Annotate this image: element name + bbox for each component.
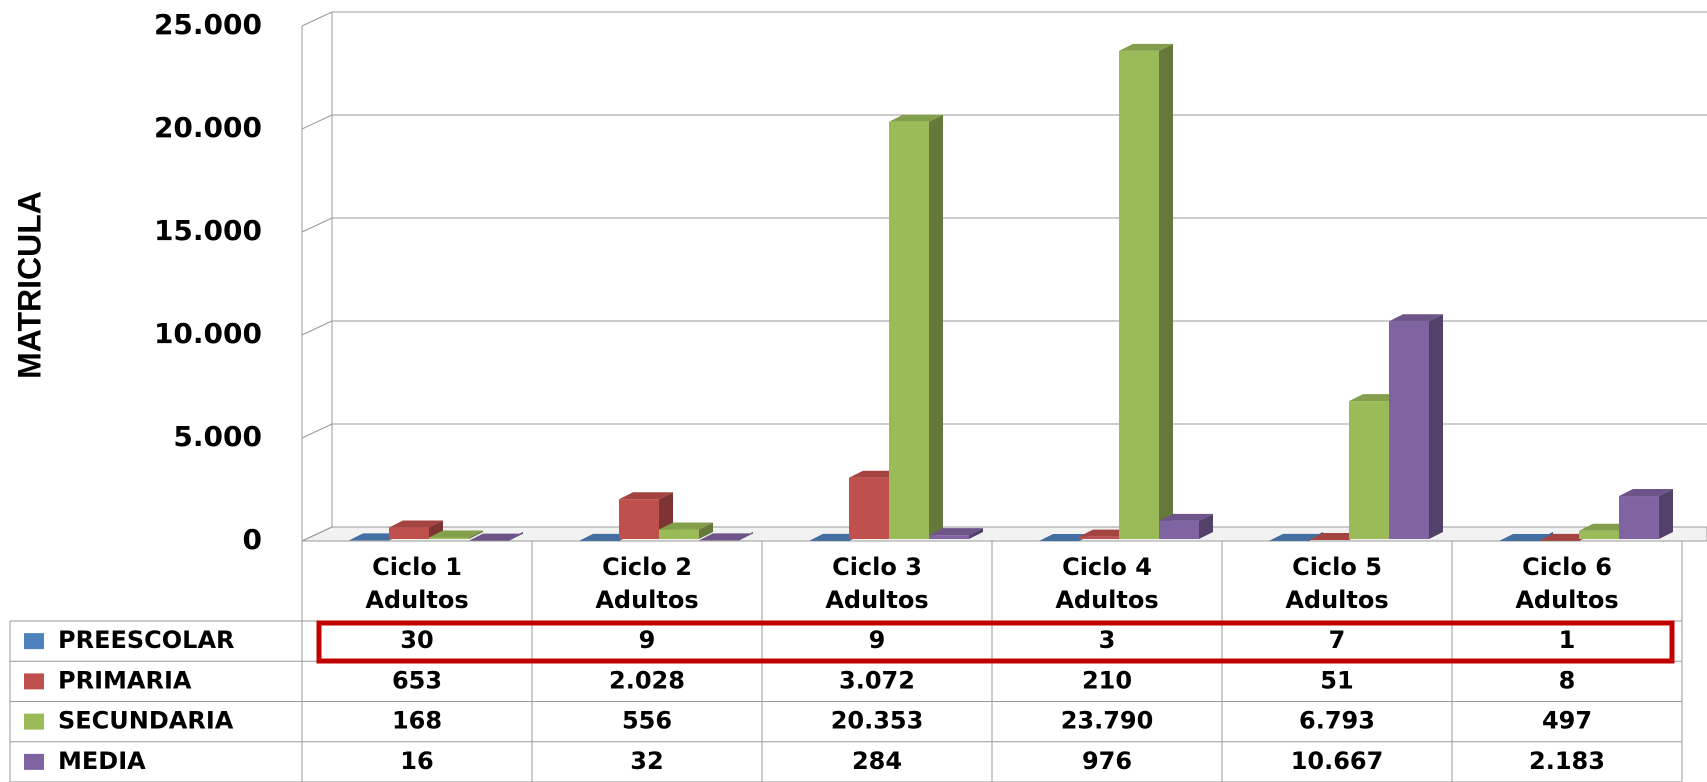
- table-cell: 653: [392, 666, 442, 694]
- bar: [1349, 401, 1389, 539]
- y-tick-label: 5.000: [173, 420, 262, 453]
- table-cell: 1: [1559, 626, 1576, 654]
- bar-side: [1199, 513, 1213, 539]
- bar: [1159, 520, 1199, 539]
- table-cell: 497: [1542, 707, 1592, 735]
- table-cell: 30: [400, 626, 433, 654]
- bar-side: [969, 528, 983, 539]
- bar-side: [1159, 43, 1173, 540]
- category-cell: Ciclo 4 Adultos: [992, 548, 1222, 620]
- y-tick-label: 20.000: [154, 111, 262, 144]
- table-cell: 23.790: [1061, 707, 1154, 735]
- bar: [889, 121, 929, 539]
- x-tick-label: Ciclo 4 Adultos: [1055, 553, 1159, 614]
- bar-side: [1659, 489, 1673, 539]
- y-tick-label: 15.000: [154, 214, 262, 247]
- bar-top: [1619, 489, 1673, 497]
- category-cell: Ciclo 2 Adultos: [532, 548, 762, 620]
- bar-top: [1389, 314, 1443, 322]
- highlight-box: [316, 620, 1675, 664]
- bar-top: [1499, 533, 1553, 541]
- legend-label: SECUNDARIA: [58, 707, 234, 735]
- grid-line: [301, 11, 333, 27]
- table-cell: 20.353: [831, 707, 924, 735]
- table-cell: 556: [622, 707, 672, 735]
- y-tick-label: 25.000: [154, 8, 262, 41]
- table-cell: 284: [852, 747, 902, 775]
- x-tick-label: Ciclo 5 Adultos: [1285, 553, 1389, 614]
- bar: [429, 537, 469, 539]
- category-cell: Ciclo 1 Adultos: [302, 548, 532, 620]
- table-cell: 8: [1559, 666, 1576, 694]
- table-cell: 9: [869, 626, 886, 654]
- legend-label: PREESCOLAR: [58, 626, 235, 654]
- legend-key: [24, 673, 44, 690]
- bar-top: [889, 114, 943, 122]
- table-cell: 3.072: [839, 666, 915, 694]
- grid-line: [301, 217, 333, 233]
- bar-top: [389, 520, 443, 528]
- bar-top: [429, 530, 483, 538]
- bar-side: [469, 530, 483, 539]
- x-tick-label: Ciclo 1 Adultos: [365, 553, 469, 614]
- table-cell: 2.183: [1529, 747, 1605, 775]
- bar: [929, 535, 969, 539]
- legend-label: MEDIA: [58, 747, 146, 775]
- table-cell: 10.667: [1291, 747, 1384, 775]
- bar-top: [469, 533, 523, 541]
- legend-key: [24, 633, 44, 650]
- table-cell: 6.793: [1299, 707, 1375, 735]
- bar: [389, 527, 429, 539]
- bar: [619, 499, 659, 539]
- table-cell: 168: [392, 707, 442, 735]
- grid-line: [301, 526, 333, 542]
- table-cell: 32: [630, 747, 663, 775]
- category-cell: Ciclo 3 Adultos: [762, 548, 992, 620]
- bar-top: [699, 533, 753, 541]
- table-cell: 9: [639, 626, 656, 654]
- legend-key: [24, 713, 44, 730]
- y-tick-label: 0: [243, 523, 262, 556]
- category-cell: Ciclo 6 Adultos: [1452, 548, 1682, 620]
- bar-top: [1269, 533, 1323, 541]
- bar-top: [659, 522, 713, 530]
- bar-top: [1119, 43, 1173, 51]
- x-tick-label: Ciclo 2 Adultos: [595, 553, 699, 614]
- x-tick-label: Ciclo 3 Adultos: [825, 553, 929, 614]
- category-cell: Ciclo 5 Adultos: [1222, 548, 1452, 620]
- y-axis-label: MATRICULA: [11, 191, 47, 379]
- table-cell: 51: [1320, 666, 1353, 694]
- legend-label: PRIMARIA: [58, 666, 192, 694]
- bar-top: [619, 492, 673, 500]
- bar: [1119, 50, 1159, 540]
- grid-line: [301, 114, 333, 130]
- bar-side: [429, 520, 443, 539]
- y-tick-label: 10.000: [154, 317, 262, 350]
- table-cell: 210: [1082, 666, 1132, 694]
- legend-key: [24, 753, 44, 770]
- bar-top: [1039, 533, 1093, 541]
- bar: [1079, 536, 1119, 539]
- bar-top: [929, 528, 983, 536]
- grid-line: [301, 423, 333, 439]
- bar: [1579, 530, 1619, 539]
- bar: [1619, 496, 1659, 539]
- grid-line: [301, 320, 333, 336]
- table-cell: 7: [1329, 626, 1346, 654]
- bar: [659, 529, 699, 539]
- table-cell: 2.028: [609, 666, 685, 694]
- bar-side: [1429, 314, 1443, 539]
- table-cell: 16: [400, 747, 433, 775]
- table-cell: 976: [1082, 747, 1132, 775]
- bar: [849, 477, 889, 539]
- bar-top: [1159, 513, 1213, 521]
- table-cell: 3: [1099, 626, 1116, 654]
- bar: [1389, 321, 1429, 539]
- x-tick-label: Ciclo 6 Adultos: [1515, 553, 1619, 614]
- bar-side: [699, 522, 713, 539]
- bar-side: [929, 114, 943, 539]
